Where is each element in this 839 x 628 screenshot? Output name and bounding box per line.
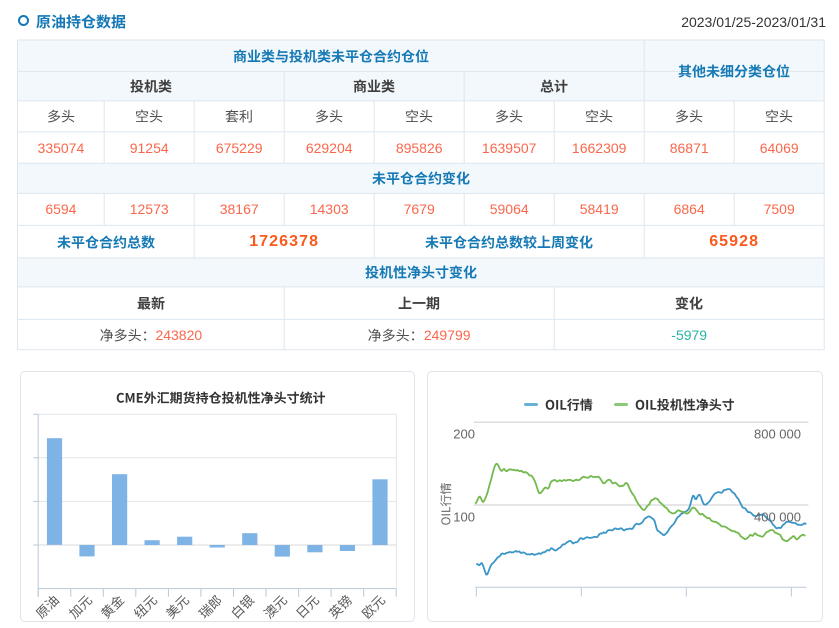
svg-text:200: 200 [453, 427, 475, 442]
svg-text:100: 100 [453, 510, 475, 525]
svg-text:400 000: 400 000 [754, 510, 801, 525]
svg-text:800 000: 800 000 [754, 427, 801, 442]
